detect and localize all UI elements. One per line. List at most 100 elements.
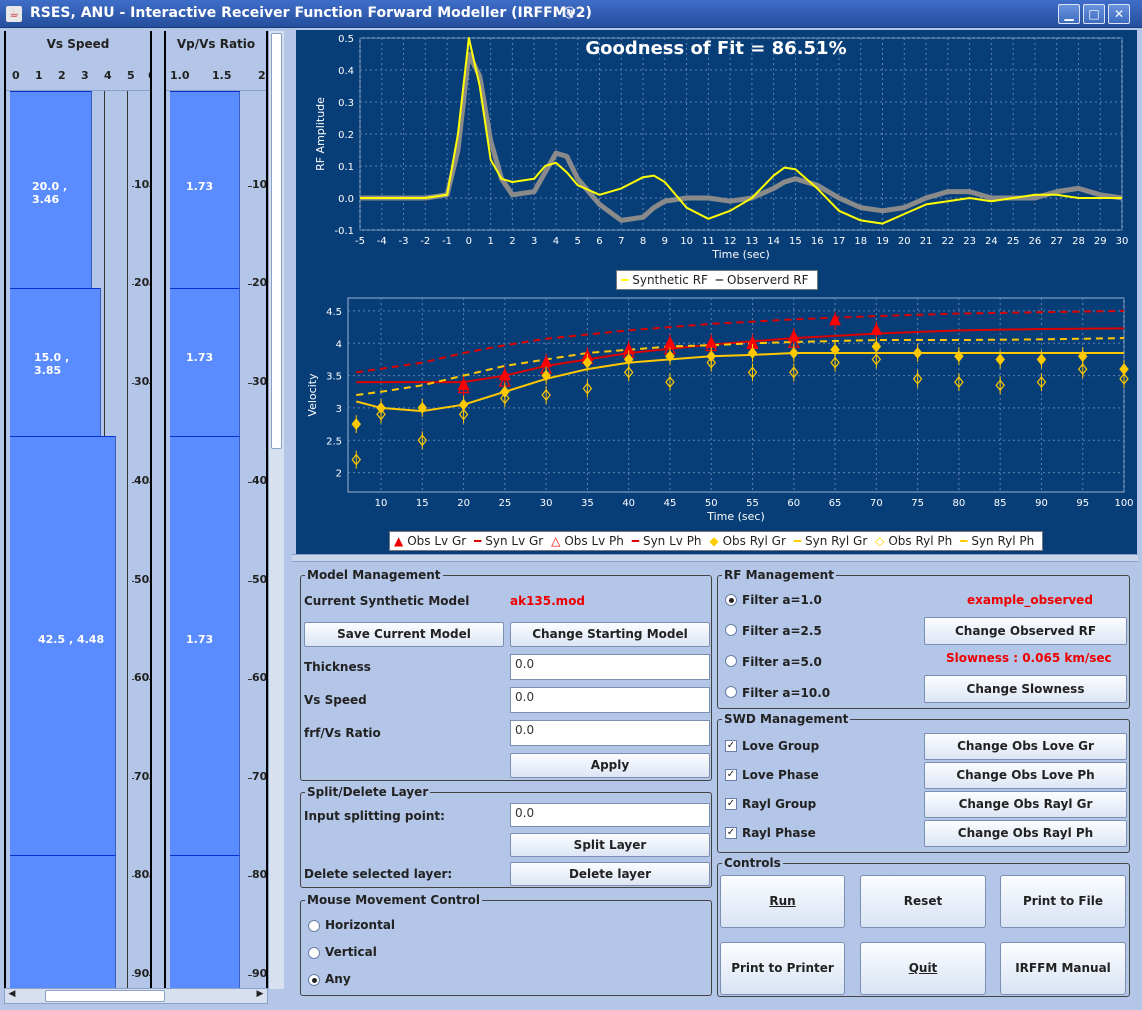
scroll-left-icon[interactable]: ◀ [8, 989, 16, 999]
panel-splitter[interactable] [292, 554, 1138, 562]
vertical-radio[interactable] [308, 947, 320, 959]
delete-layer-button[interactable]: Delete layer [510, 862, 710, 886]
vs-axis-label: 0 [12, 69, 20, 82]
y-axis-label: RF Amplitude [314, 97, 327, 171]
swd-management-group: SWD Management ✓ Love Group ✓ Love Phase… [717, 712, 1130, 853]
run-button[interactable]: Run [720, 875, 845, 928]
checkbox-label[interactable]: Love Phase [742, 768, 819, 782]
print-to-file-button[interactable]: Print to File [1000, 875, 1126, 928]
change-rayl-ph-button[interactable]: Change Obs Rayl Ph [924, 820, 1127, 847]
manual-button[interactable]: IRFFM Manual [1000, 942, 1126, 995]
layer-label: 42.5 , 4.48 [38, 633, 105, 646]
horizontal-label[interactable]: Horizontal [325, 918, 396, 932]
love-group-checkbox[interactable]: ✓ [725, 740, 737, 752]
ratio-layer-block[interactable]: 1.73 [170, 288, 240, 436]
filter-label[interactable]: Filter a=2.5 [742, 624, 822, 638]
quit-button[interactable]: Quit [860, 942, 986, 995]
change-love-gr-button[interactable]: Change Obs Love Gr [924, 733, 1127, 760]
obs-ryl-ph-marker [747, 366, 758, 379]
x-tick-label: 10 [680, 236, 693, 247]
ratio-input[interactable]: 0.0 [510, 720, 710, 746]
obs-ryl-ph-marker [417, 434, 428, 447]
split-point-input[interactable]: 0.0 [510, 803, 710, 827]
x-tick-label: 20 [898, 236, 911, 247]
change-slowness-button[interactable]: Change Slowness [924, 675, 1127, 703]
minimize-button[interactable]: ▁ [1058, 4, 1080, 24]
filter-2-radio[interactable] [725, 624, 737, 636]
layer-block[interactable]: 42.5 , 4.48 [10, 436, 116, 855]
x-tick-label: 10 [375, 498, 388, 509]
ratio-column-title: Vp/Vs Ratio [176, 37, 256, 51]
vs-speed-input[interactable]: 0.0 [510, 687, 710, 713]
chart-panel: -5 -4 -3 -2 -1 0 1 2 3 4 5 6 7 8 9 10 11 12 13 14 15 16 17 18 19… [296, 30, 1137, 554]
apply-button[interactable]: Apply [510, 753, 710, 778]
change-observed-rf-button[interactable]: Change Observed RF [924, 617, 1127, 645]
vertical-scrollbar[interactable] [268, 31, 284, 989]
scroll-thumb[interactable] [271, 33, 282, 449]
filter-4-radio[interactable] [725, 686, 737, 698]
x-tick-label: -4 [377, 236, 387, 247]
checkbox-label[interactable]: Rayl Group [742, 797, 817, 811]
depth-label: 80 [252, 868, 268, 881]
horizontal-radio[interactable] [308, 920, 320, 932]
x-tick-label: 30 [540, 498, 553, 509]
y-axis-label: Velocity [306, 373, 319, 417]
current-model-label: Current Synthetic Model [304, 594, 470, 608]
maximize-button[interactable]: □ [1083, 4, 1105, 24]
x-tick-label: 7 [618, 236, 624, 247]
horizontal-scrollbar[interactable]: ◀ ▶ [4, 988, 268, 1004]
current-model-value: ak135.mod [510, 594, 586, 608]
love-phase-checkbox[interactable]: ✓ [725, 769, 737, 781]
yellow-line-icon: ━ [793, 534, 801, 548]
change-rayl-gr-button[interactable]: Change Obs Rayl Gr [924, 791, 1127, 818]
depth-label: 20 [252, 276, 268, 289]
yellow-dash-icon: ━ [960, 534, 968, 548]
any-radio[interactable] [308, 974, 320, 986]
ratio-layer-block[interactable]: 1.73 [170, 436, 240, 855]
vertical-label[interactable]: Vertical [325, 945, 377, 959]
split-layer-button[interactable]: Split Layer [510, 833, 710, 857]
change-starting-model-button[interactable]: Change Starting Model [510, 622, 710, 647]
vpvs-ratio-column[interactable]: Vp/Vs Ratio 1.0 1.5 2. 1.73 1.73 1.73 10… [164, 31, 268, 996]
save-model-button[interactable]: Save Current Model [304, 622, 504, 647]
print-to-printer-button[interactable]: Print to Printer [720, 942, 845, 995]
any-label[interactable]: Any [325, 972, 351, 986]
layer-block[interactable] [10, 855, 116, 996]
x-tick-label: 19 [876, 236, 889, 247]
ratio-layer-block[interactable] [170, 855, 240, 996]
reset-button[interactable]: Reset [860, 875, 986, 928]
legend-entry: Obs Lv Ph [564, 534, 624, 548]
checkbox-label[interactable]: Love Group [742, 739, 820, 753]
filter-label[interactable]: Filter a=1.0 [742, 593, 822, 607]
syn-lv-ph-line [356, 309, 1125, 374]
vs-axis-label: 6 [148, 69, 150, 82]
layer-block[interactable]: 20.0 , 3.46 [10, 91, 92, 288]
obs-ryl-gr-marker [582, 356, 593, 369]
filter-label[interactable]: Filter a=10.0 [742, 686, 831, 700]
change-love-ph-button[interactable]: Change Obs Love Ph [924, 762, 1127, 789]
filter-3-radio[interactable] [725, 655, 737, 667]
depth-label: 30 [134, 375, 150, 388]
y-tick-label: 2 [336, 469, 342, 480]
y-tick-label: 4.5 [326, 307, 342, 318]
filter-1-radio[interactable] [725, 594, 737, 606]
group-title: Model Management [305, 568, 443, 582]
x-tick-label: 15 [416, 498, 429, 509]
rayl-group-checkbox[interactable]: ✓ [725, 798, 737, 810]
x-tick-label: 11 [702, 236, 715, 247]
ratio-label: 1.73 [186, 633, 214, 646]
scroll-thumb[interactable] [45, 990, 165, 1002]
open-triangle-icon: △ [551, 534, 561, 548]
close-button[interactable]: ✕ [1108, 4, 1130, 24]
rayl-phase-checkbox[interactable]: ✓ [725, 827, 737, 839]
vs-speed-column[interactable]: Vs Speed 0 1 2 3 4 5 6 20.0 , 3.46 15.0 … [4, 31, 152, 996]
rf-chart: -5 -4 -3 -2 -1 0 1 2 3 4 5 6 7 8 9 10 11 12 13 14 15 16 17 18 19… [314, 34, 1128, 261]
checkbox-label[interactable]: Rayl Phase [742, 826, 816, 840]
filter-label[interactable]: Filter a=5.0 [742, 655, 822, 669]
legend-entry: Obs Ryl Gr [722, 534, 786, 548]
obs-lv-gr-marker [829, 313, 842, 326]
ratio-layer-block[interactable]: 1.73 [170, 91, 240, 288]
scroll-right-icon[interactable]: ▶ [256, 989, 264, 999]
thickness-input[interactable]: 0.0 [510, 654, 710, 680]
layer-block[interactable]: 15.0 , 3.85 [10, 288, 101, 436]
